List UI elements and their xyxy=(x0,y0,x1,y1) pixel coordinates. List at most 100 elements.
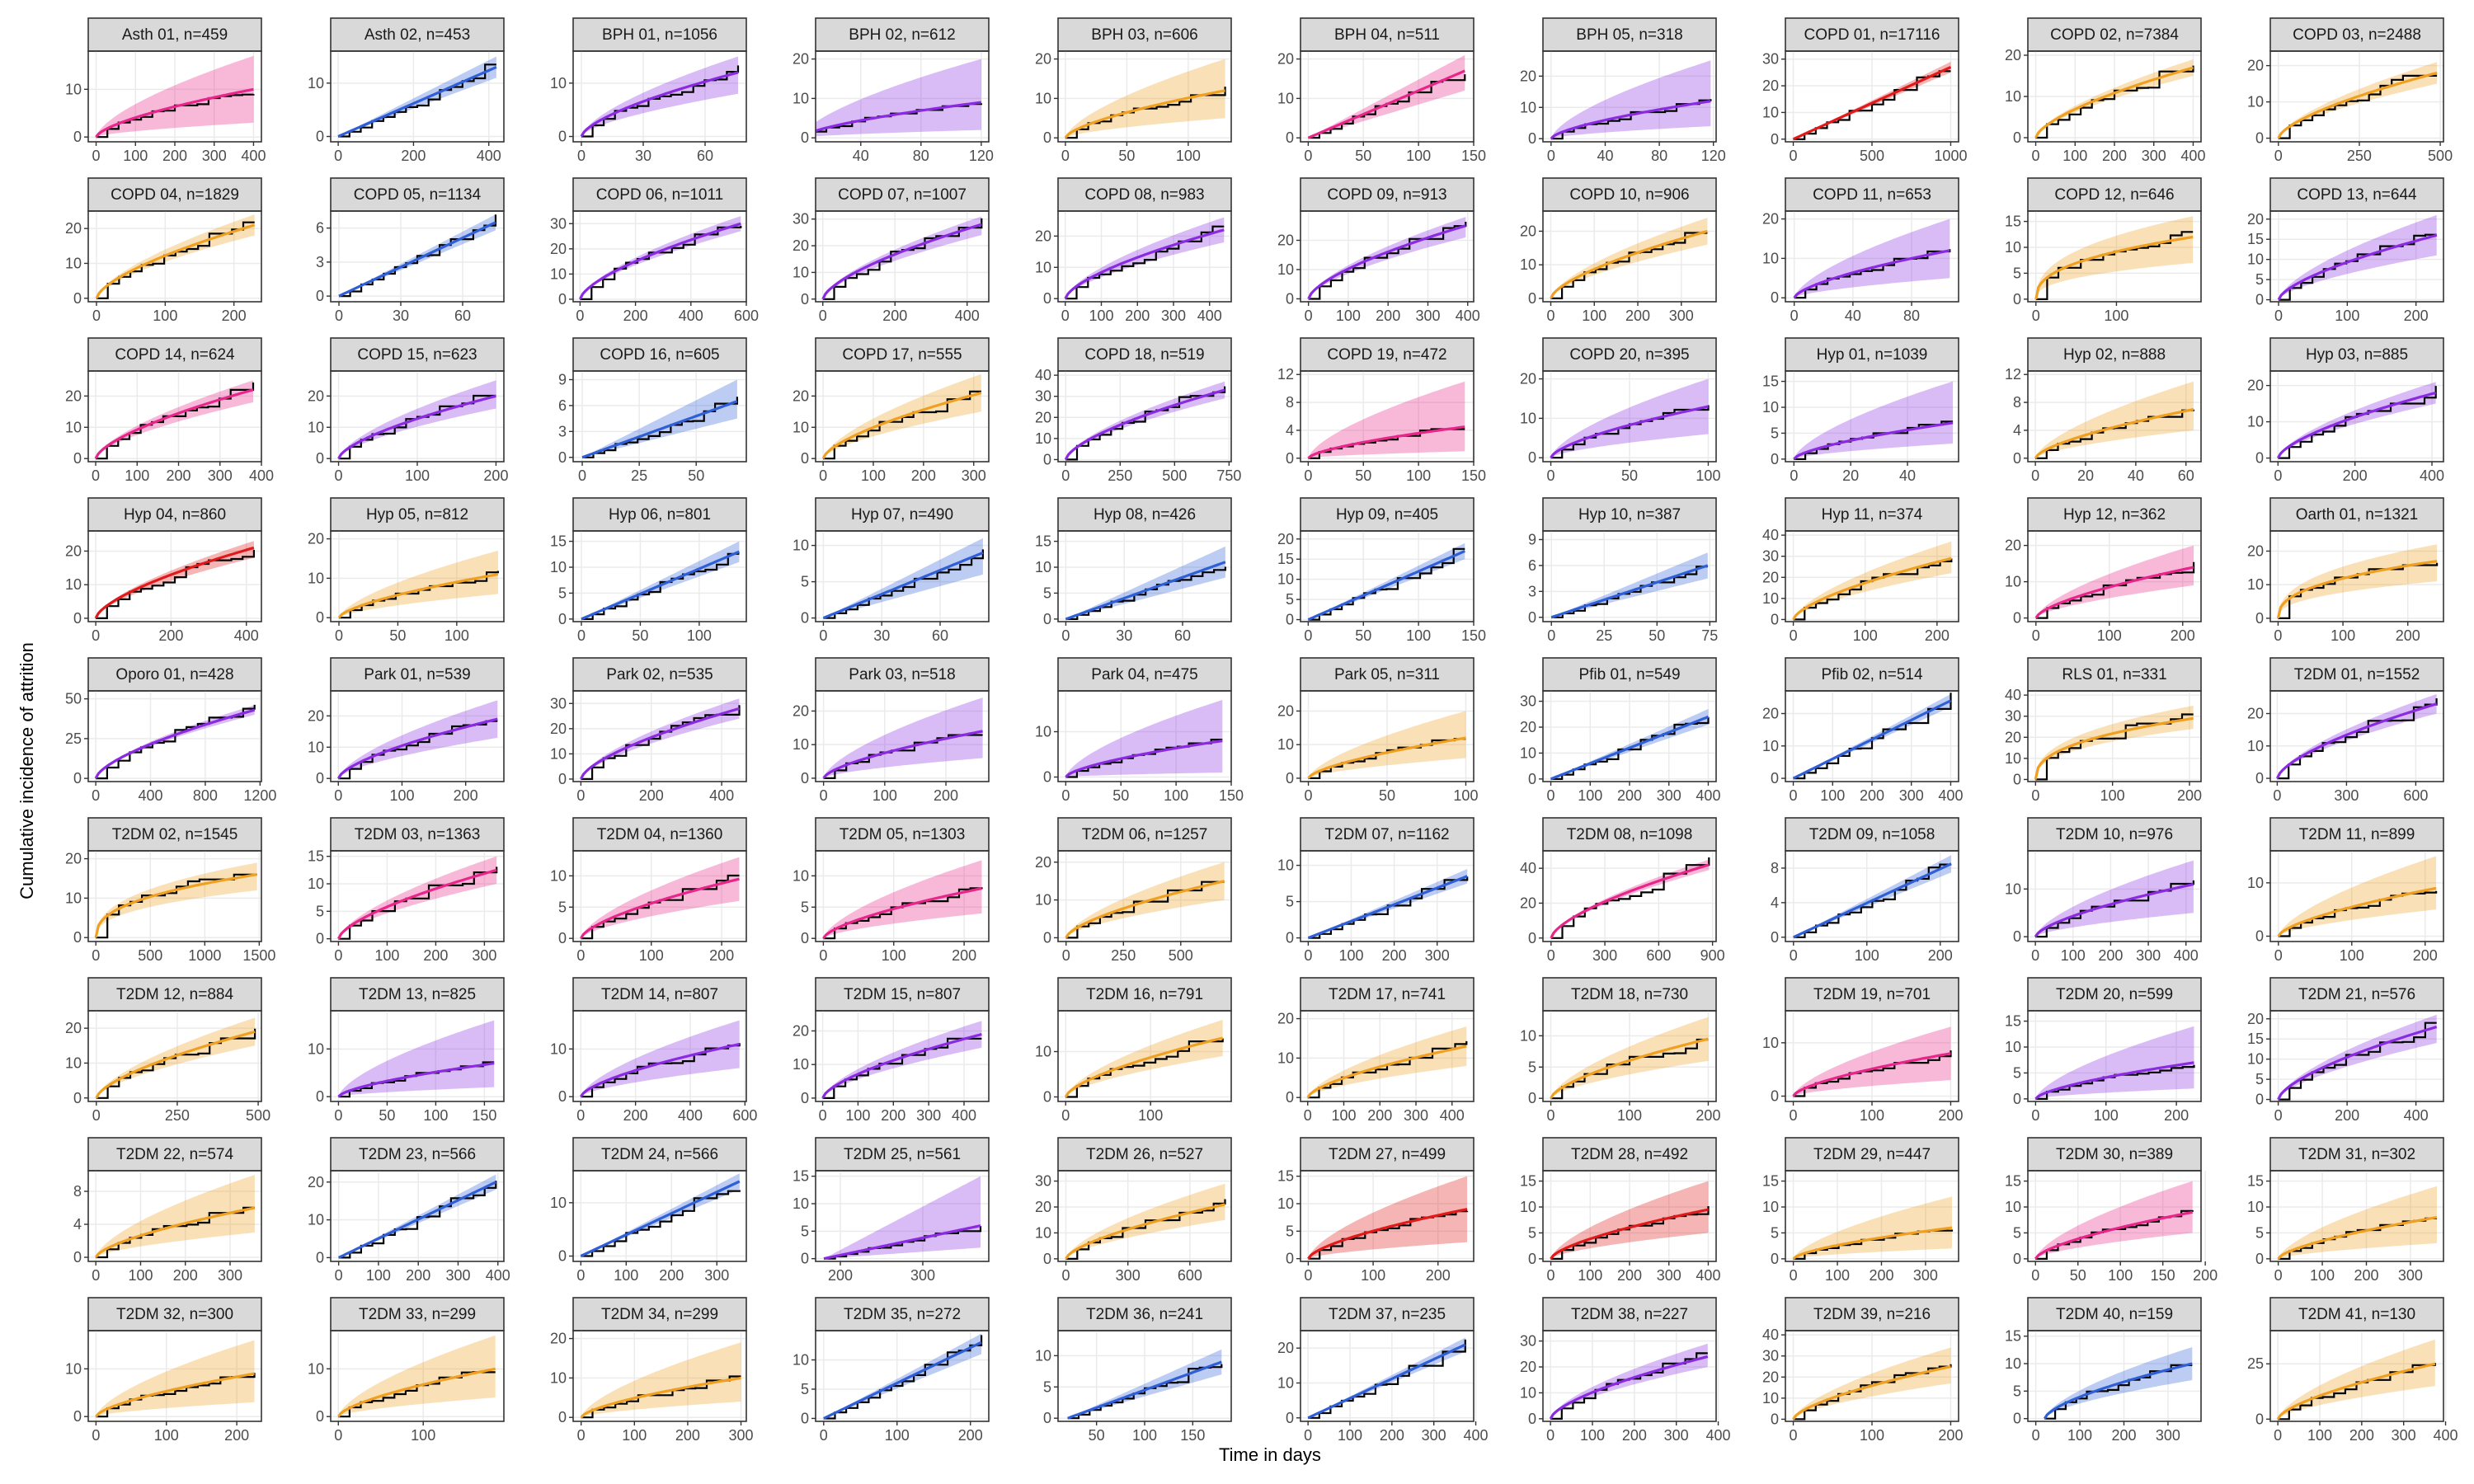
facet-strip xyxy=(1785,337,1959,372)
x-tick-label: 50 xyxy=(389,627,406,644)
y-tick-label: 10 xyxy=(1762,1390,1779,1407)
x-tick-label: 200 xyxy=(1426,1267,1451,1284)
facet-title: Park 04, n=475 xyxy=(1091,666,1197,683)
fitted-curve xyxy=(1306,1045,1467,1099)
panel-border xyxy=(1300,50,1475,143)
x-tick-label: 100 xyxy=(2067,1427,2092,1444)
x-tick-label: 0 xyxy=(819,467,827,484)
facet-title: T2DM 32, n=300 xyxy=(116,1306,233,1323)
facet-title: T2DM 14, n=807 xyxy=(601,986,718,1003)
facet-panel: T2DM 39, n=216 0 10 20 30 40 0 100 200 xyxy=(1762,1297,1963,1444)
panel-border xyxy=(1057,530,1232,622)
x-tick-label: 50 xyxy=(1621,467,1638,484)
panel-border xyxy=(2269,850,2444,942)
gridlines xyxy=(331,851,504,942)
facet-title: COPD 06, n=1011 xyxy=(596,186,723,204)
facet-panel: Hyp 05, n=812 0 10 20 0 50 100 xyxy=(308,497,505,644)
facet-title: T2DM 39, n=216 xyxy=(1813,1306,1931,1323)
facet-title: T2DM 24, n=566 xyxy=(601,1146,718,1163)
fitted-curve xyxy=(1307,224,1466,300)
panel-border xyxy=(815,1330,990,1422)
facet-panel: T2DM 09, n=1058 0 4 8 0 100 200 xyxy=(1771,817,1959,964)
facet-strip xyxy=(2269,1297,2444,1331)
x-tick-label: 150 xyxy=(1180,1427,1205,1444)
x-tick-label: 100 xyxy=(1820,787,1845,804)
panel-border xyxy=(87,530,262,622)
y-tick-label: 0 xyxy=(1286,612,1294,628)
confidence-band xyxy=(816,59,981,137)
confidence-band xyxy=(581,1342,741,1418)
y-tick-label: 0 xyxy=(2255,450,2264,467)
y-tick-label: 15 xyxy=(2247,231,2264,247)
panel-border xyxy=(815,530,990,622)
facet-panel: Hyp 06, n=801 0 5 10 15 0 50 100 xyxy=(550,497,747,644)
x-tick-label: 100 xyxy=(1855,947,1879,964)
panel-border xyxy=(2027,690,2202,782)
x-tick-label: 200 xyxy=(401,148,426,164)
x-tick-label: 800 xyxy=(193,787,218,804)
x-tick-label: 100 xyxy=(1336,308,1361,324)
x-tick-label: 250 xyxy=(1108,467,1132,484)
x-tick-label: 500 xyxy=(2428,148,2453,164)
panel-border xyxy=(330,50,505,143)
y-tick-label: 10 xyxy=(2247,1051,2264,1068)
panel-border xyxy=(1542,530,1717,622)
plot-area xyxy=(2034,1181,2194,1260)
x-tick-label: 600 xyxy=(2403,787,2428,804)
x-tick-label: 100 xyxy=(885,1427,910,1444)
x-axis-title: Time in days xyxy=(1219,1444,1321,1465)
y-tick-label: 10 xyxy=(1277,1195,1294,1212)
gridlines xyxy=(1300,1171,1474,1261)
fitted-curve xyxy=(1064,1036,1224,1098)
facet-strip xyxy=(572,17,747,52)
x-tick-label: 300 xyxy=(2136,947,2161,964)
confidence-band xyxy=(1793,693,1951,779)
fitted-curve xyxy=(1307,1208,1468,1260)
y-tick-label: 0 xyxy=(558,1248,567,1265)
y-tick-label: 20 xyxy=(1277,1340,1294,1356)
plot-area xyxy=(1307,711,1466,779)
y-tick-label: 15 xyxy=(1762,1173,1779,1190)
x-tick-label: 120 xyxy=(1701,148,1726,164)
y-tick-label: 20 xyxy=(2247,542,2264,559)
y-tick-label: 8 xyxy=(1771,860,1779,876)
facet-title: T2DM 26, n=527 xyxy=(1086,1146,1203,1163)
x-tick-label: 50 xyxy=(1355,148,1371,164)
y-tick-label: 0 xyxy=(2255,292,2264,308)
plot-area xyxy=(2277,214,2438,301)
panel-border xyxy=(1300,1010,1475,1102)
y-tick-label: 10 xyxy=(550,265,567,282)
y-tick-label: 20 xyxy=(550,241,567,257)
y-tick-label: 10 xyxy=(2005,1039,2021,1055)
facet-title: T2DM 11, n=899 xyxy=(2299,826,2415,843)
facet-title: Hyp 03, n=885 xyxy=(2306,346,2408,364)
plot-area xyxy=(336,856,498,940)
panel-border xyxy=(2269,1330,2444,1422)
x-tick-label: 100 xyxy=(405,467,430,484)
y-tick-label: 10 xyxy=(1035,430,1051,447)
panel-border xyxy=(815,50,990,143)
fitted-curve xyxy=(2034,716,2194,780)
x-tick-label: 200 xyxy=(1860,787,1884,804)
y-tick-label: 40 xyxy=(1520,860,1536,876)
y-tick-label: 0 xyxy=(801,610,809,627)
y-tick-label: 0 xyxy=(73,450,82,467)
x-tick-label: 0 xyxy=(819,1107,827,1124)
panel-border xyxy=(330,690,505,782)
plot-area xyxy=(1792,693,1952,780)
fitted-curve xyxy=(579,707,740,780)
y-tick-label: 0 xyxy=(1043,451,1051,467)
x-tick-label: 500 xyxy=(1162,467,1187,484)
plot-area xyxy=(1307,542,1465,622)
x-tick-label: 200 xyxy=(1925,627,1950,644)
x-tick-label: 0 xyxy=(2032,148,2040,164)
facet-title: T2DM 33, n=299 xyxy=(359,1306,476,1323)
y-tick-label: 10 xyxy=(1035,724,1051,740)
x-tick-label: 0 xyxy=(1547,947,1555,964)
gridlines xyxy=(573,851,746,942)
facet-strip xyxy=(2027,1137,2202,1172)
facet-panel: BPH 03, n=606 0 10 20 0 50 100 xyxy=(1035,17,1232,164)
gridlines xyxy=(1058,1331,1231,1421)
confidence-band xyxy=(1793,61,1951,139)
